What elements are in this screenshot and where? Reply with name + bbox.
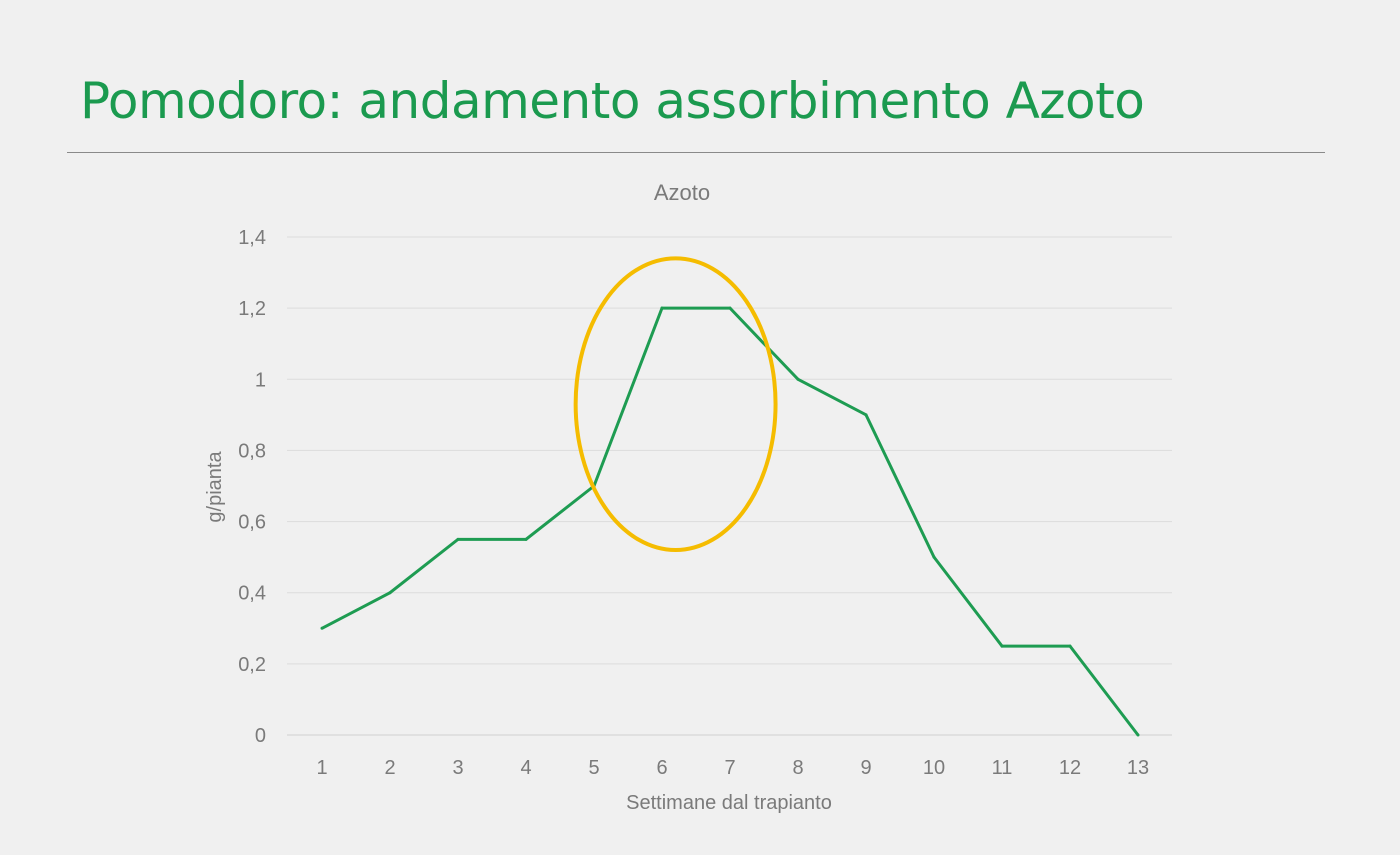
data-point <box>1000 644 1004 648</box>
y-tick-label: 0,2 <box>238 654 266 676</box>
data-point <box>660 306 664 310</box>
series-azoto <box>320 306 1140 737</box>
x-tick-label: 2 <box>384 757 395 779</box>
y-tick-label: 0 <box>255 725 266 747</box>
y-tick-label: 1,2 <box>238 298 266 320</box>
data-point <box>320 626 324 630</box>
x-tick-label: 6 <box>656 757 667 779</box>
data-point <box>932 555 936 559</box>
y-axis-label: g/pianta <box>204 451 226 523</box>
highlight-ellipse <box>573 256 778 553</box>
data-point <box>864 413 868 417</box>
x-tick-label: 1 <box>316 757 327 779</box>
gridlines <box>287 236 1172 736</box>
x-tick-label: 7 <box>724 757 735 779</box>
data-point <box>1068 644 1072 648</box>
x-tick-label: 9 <box>860 757 871 779</box>
x-tick-label: 3 <box>452 757 463 779</box>
page-title: Pomodoro: andamento assorbimento Azoto <box>80 72 1145 130</box>
y-tick-label: 0,4 <box>238 583 266 605</box>
x-tick-label: 12 <box>1059 757 1081 779</box>
x-axis-label: Settimane dal trapianto <box>626 792 832 814</box>
data-point <box>524 537 528 541</box>
x-axis-ticks: 1 2 3 4 5 6 7 8 9 10 11 12 13 <box>316 757 1149 779</box>
x-tick-label: 10 <box>923 757 945 779</box>
x-tick-label: 4 <box>520 757 531 779</box>
chart-title: Azoto <box>654 180 710 205</box>
x-tick-label: 11 <box>992 757 1013 779</box>
y-tick-label: 0,8 <box>238 440 266 462</box>
title-divider <box>67 152 1325 153</box>
data-point <box>796 377 800 381</box>
data-point <box>456 537 460 541</box>
y-axis-ticks: 0 0,2 0,4 0,6 0,8 1 1,2 1,4 <box>238 227 266 747</box>
x-tick-label: 13 <box>1127 757 1149 779</box>
data-point <box>388 591 392 595</box>
x-tick-label: 5 <box>588 757 599 779</box>
x-tick-label: 8 <box>792 757 803 779</box>
y-tick-label: 1 <box>255 369 266 391</box>
data-point <box>1136 733 1140 737</box>
y-tick-label: 1,4 <box>238 227 266 249</box>
highlight-ellipse-group <box>573 256 778 553</box>
data-point <box>728 306 732 310</box>
y-tick-label: 0,6 <box>238 512 266 534</box>
